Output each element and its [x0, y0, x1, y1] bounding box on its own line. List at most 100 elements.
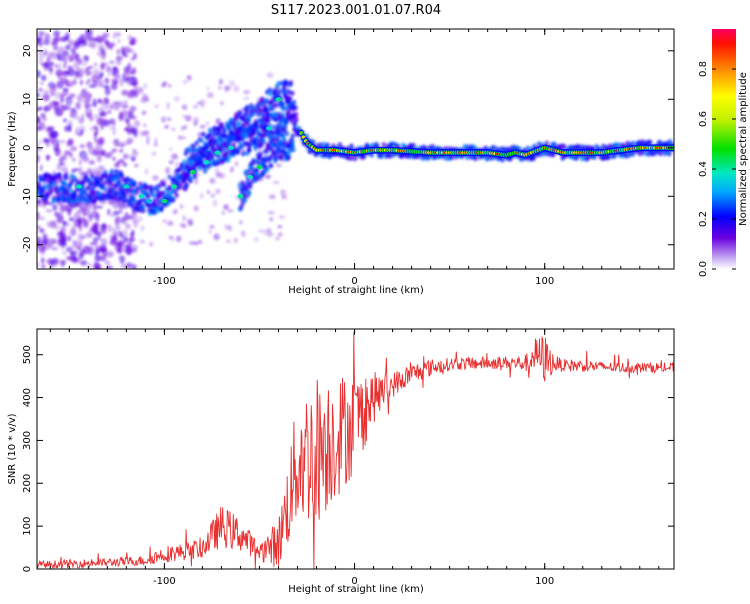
heatmap-cell	[40, 74, 47, 82]
heatmap-cell	[257, 106, 262, 112]
heatmap-cell	[205, 121, 210, 126]
heatmap-cell	[183, 183, 189, 189]
heatmap-cell	[38, 140, 42, 144]
heatmap-cell	[182, 214, 186, 222]
heatmap-cell	[212, 138, 218, 144]
heatmap-cell	[46, 238, 55, 247]
heatmap-cell	[59, 259, 67, 266]
heatmap-cell	[112, 127, 117, 136]
heatmap-cell	[46, 220, 51, 228]
heatmap-cell	[139, 239, 145, 244]
heatmap-cell	[227, 141, 232, 147]
heatmap-cell	[63, 118, 68, 123]
y-tick-label: 200	[22, 474, 33, 493]
heatmap-cell	[161, 190, 166, 196]
heatmap-cell	[254, 237, 259, 242]
heatmap-cell	[113, 230, 119, 238]
heatmap-cell	[92, 68, 101, 77]
heatmap-cell	[62, 64, 67, 69]
heatmap-cell	[145, 168, 149, 175]
heatmap-cell	[218, 85, 222, 90]
heatmap-cell	[79, 260, 88, 266]
heatmap-cell	[197, 165, 202, 171]
heatmap-cell	[44, 33, 51, 43]
heatmap-cell	[193, 146, 198, 152]
heatmap-cell	[96, 154, 102, 163]
heatmap-cell	[47, 126, 55, 131]
heatmap-cell	[97, 165, 106, 173]
heatmap-cell	[361, 153, 367, 160]
heatmap-cell	[112, 101, 120, 105]
heatmap-cell	[41, 63, 45, 67]
heatmap-cell	[59, 94, 64, 104]
heatmap-cell	[121, 73, 126, 80]
heatmap-hotspot	[123, 184, 130, 189]
heatmap-cell	[51, 246, 59, 251]
heatmap-cell	[290, 138, 295, 144]
heatmap-cell	[63, 175, 69, 181]
heatmap-cell	[119, 78, 124, 87]
heatmap-cell	[500, 157, 505, 163]
heatmap-cell	[127, 128, 131, 136]
heatmap-cell	[266, 228, 272, 232]
heatmap-cell	[78, 176, 84, 180]
spectrogram-heatmap	[37, 29, 674, 269]
heatmap-cell	[274, 155, 279, 161]
heatmap-cell	[37, 198, 41, 205]
heatmap-cell	[274, 102, 280, 108]
snr-line-group	[37, 331, 674, 569]
heatmap-cell	[46, 258, 55, 265]
heatmap-cell	[221, 210, 225, 216]
heatmap-cell	[181, 225, 187, 229]
heatmap-cell	[60, 162, 64, 166]
heatmap-hotspot	[265, 126, 272, 131]
heatmap-cell	[96, 150, 105, 156]
heatmap-cell	[525, 145, 531, 151]
heatmap-cell	[37, 155, 41, 163]
heatmap-cell	[117, 179, 122, 185]
heatmap-cell	[174, 192, 179, 199]
heatmap-cell	[53, 211, 60, 217]
heatmap-cell	[286, 109, 291, 115]
heatmap-cell	[169, 147, 173, 152]
heatmap-cell	[269, 217, 274, 222]
heatmap-cell	[46, 154, 50, 162]
heatmap-cell	[234, 136, 239, 142]
heatmap-cell	[168, 235, 173, 240]
heatmap-cell	[99, 244, 107, 251]
heatmap-cell	[122, 204, 129, 209]
spectrogram-xlabel: Height of straight line (km)	[288, 285, 424, 296]
heatmap-hotspot	[237, 194, 244, 199]
heatmap-cell	[264, 106, 269, 112]
heatmap-cell	[646, 151, 652, 157]
heatmap-cell	[337, 142, 343, 148]
heatmap-cell	[579, 156, 585, 162]
heatmap-cell	[266, 112, 271, 118]
heatmap-cell	[166, 220, 174, 226]
heatmap-cell	[90, 126, 94, 132]
heatmap-cell	[175, 161, 179, 168]
heatmap-cell	[77, 240, 83, 249]
heatmap-cell	[49, 61, 55, 67]
heatmap-cell	[171, 153, 179, 160]
heatmap-cell	[160, 83, 167, 88]
heatmap-cell	[63, 150, 72, 156]
heatmap-cell	[77, 209, 83, 214]
heatmap-cell	[352, 156, 358, 162]
heatmap-cell	[120, 232, 124, 239]
heatmap-cell	[107, 69, 112, 77]
heatmap-cell	[65, 83, 74, 88]
heatmap-cell	[96, 98, 103, 104]
heatmap-cell	[62, 250, 68, 256]
heatmap-cell	[81, 60, 88, 66]
heatmap-cell	[151, 151, 157, 156]
heatmap-cell	[116, 222, 120, 230]
heatmap-cell	[109, 103, 114, 110]
heatmap-cell	[88, 116, 94, 122]
heatmap-cell	[85, 29, 93, 36]
heatmap-cell	[66, 247, 71, 253]
heatmap-cell	[118, 111, 124, 119]
heatmap-cell	[46, 51, 54, 56]
heatmap-cell	[43, 61, 51, 69]
heatmap-cell	[122, 162, 128, 167]
